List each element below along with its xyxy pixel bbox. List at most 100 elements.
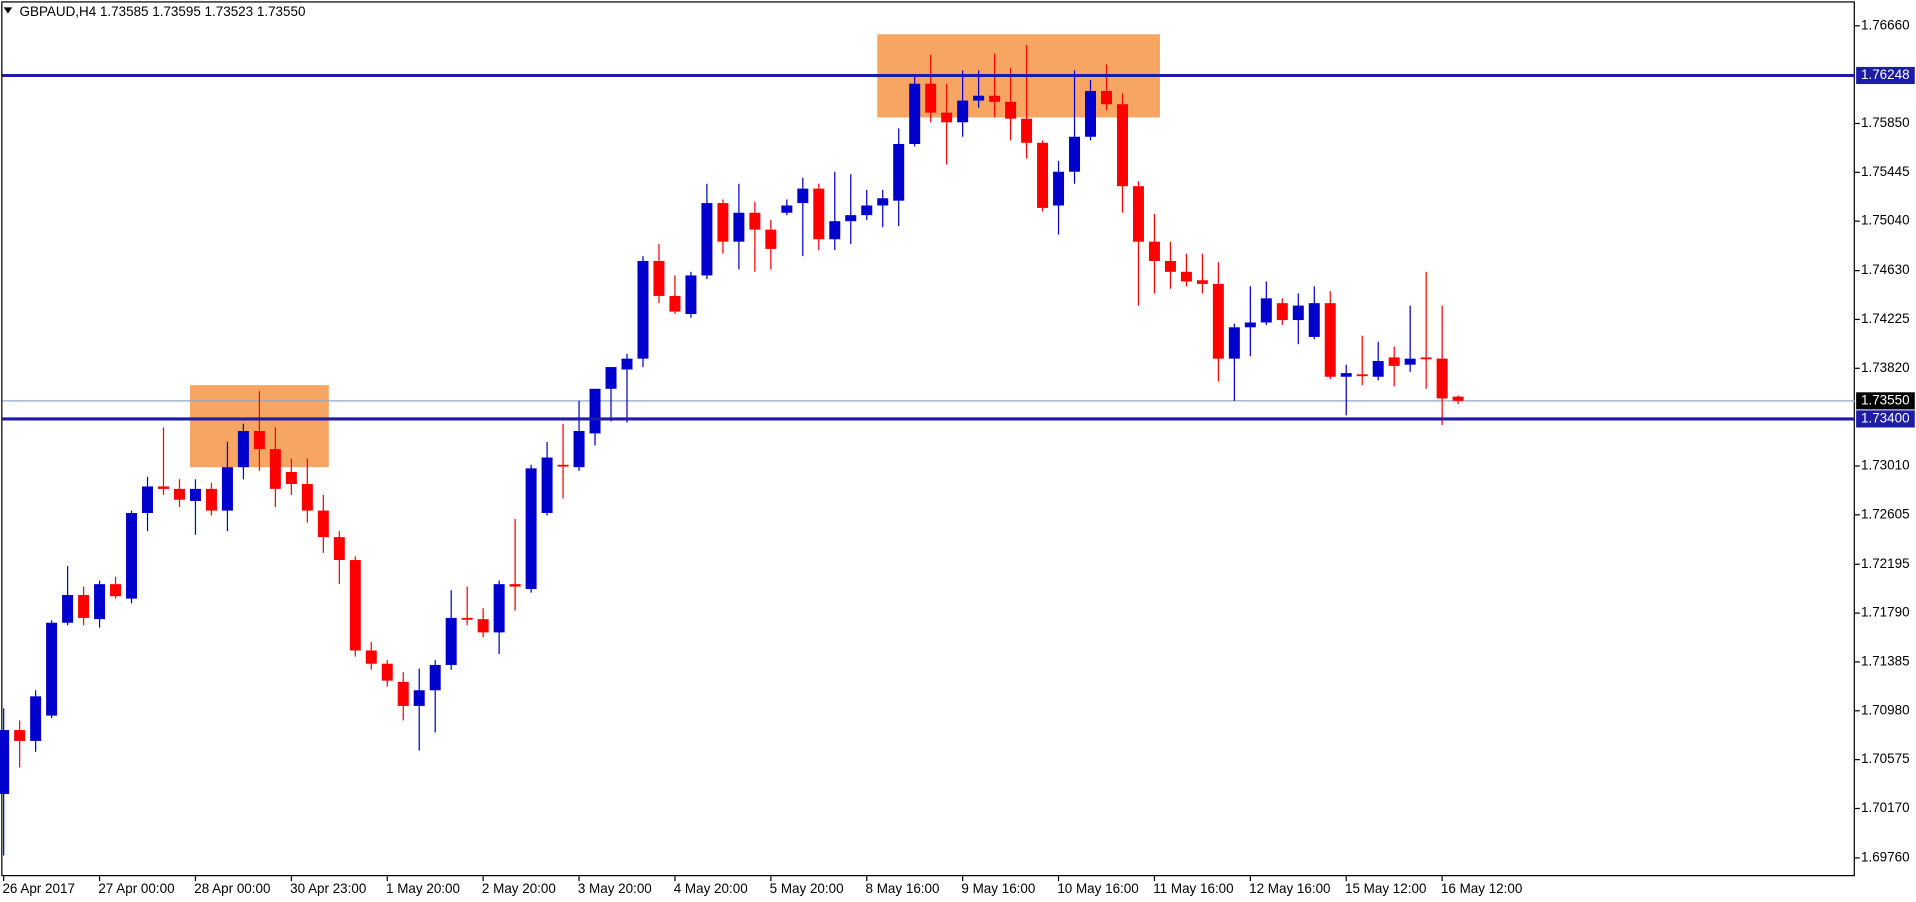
candle-body bbox=[621, 358, 633, 370]
candle-body bbox=[110, 584, 122, 597]
x-tick-label: 27 Apr 00:00 bbox=[98, 881, 174, 896]
y-tick-label: 1.75850 bbox=[1861, 115, 1910, 130]
candle-body bbox=[765, 229, 777, 249]
candle-body bbox=[1292, 305, 1304, 321]
candle-body bbox=[30, 696, 42, 741]
candle-body bbox=[1212, 283, 1224, 359]
candle-body bbox=[1037, 142, 1049, 208]
y-tick-label: 1.75445 bbox=[1861, 164, 1910, 179]
candle-body bbox=[0, 730, 10, 794]
y-tick-label: 1.72195 bbox=[1861, 556, 1910, 571]
candle-body bbox=[1404, 358, 1416, 365]
candle-body bbox=[477, 619, 489, 633]
y-tick-label: 1.71790 bbox=[1861, 605, 1910, 620]
candle-body bbox=[1116, 104, 1128, 187]
candle-body bbox=[717, 203, 729, 242]
candle-body bbox=[909, 83, 921, 144]
candle-body bbox=[429, 664, 441, 691]
x-tick-label: 12 May 16:00 bbox=[1249, 881, 1330, 896]
candle-body bbox=[557, 464, 569, 467]
candle-body bbox=[925, 83, 937, 113]
candle-body bbox=[1340, 373, 1352, 377]
candle-body bbox=[1148, 241, 1160, 261]
candle-body bbox=[525, 468, 537, 589]
candle-body bbox=[797, 188, 809, 204]
candle-body bbox=[573, 431, 585, 468]
candle-body bbox=[989, 95, 1001, 102]
candle-body bbox=[701, 203, 713, 276]
candle-body bbox=[461, 617, 473, 620]
candle-body bbox=[973, 95, 985, 101]
x-tick-label: 16 May 12:00 bbox=[1441, 881, 1522, 896]
candle-body bbox=[861, 205, 873, 216]
candle-body bbox=[1005, 101, 1017, 119]
candle-body bbox=[14, 730, 26, 741]
candle-body bbox=[1324, 303, 1336, 377]
y-tick-label: 1.70980 bbox=[1861, 702, 1910, 717]
candle-body bbox=[941, 112, 953, 123]
candle-body bbox=[1228, 327, 1240, 359]
candle-body bbox=[781, 205, 793, 213]
candle-body bbox=[509, 584, 521, 587]
candle-body bbox=[1356, 374, 1368, 377]
x-tick-label: 3 May 20:00 bbox=[578, 881, 652, 896]
candle-body bbox=[301, 484, 313, 511]
candle-body bbox=[1388, 357, 1400, 366]
candle-body bbox=[669, 295, 681, 312]
candle-body bbox=[173, 488, 185, 500]
candle-body bbox=[957, 100, 969, 123]
y-tick-label: 1.73010 bbox=[1861, 458, 1910, 473]
candle-body bbox=[1053, 171, 1065, 206]
candle-body bbox=[1436, 358, 1448, 399]
candle-body bbox=[189, 488, 201, 501]
candle-body bbox=[142, 486, 154, 514]
candle-body bbox=[285, 472, 297, 485]
y-tick-label: 1.72605 bbox=[1861, 506, 1910, 521]
candle-body bbox=[733, 212, 745, 242]
candle-body bbox=[1164, 260, 1176, 272]
candle-body bbox=[349, 560, 361, 651]
candle-body bbox=[749, 212, 761, 230]
x-tick-label: 4 May 20:00 bbox=[674, 881, 748, 896]
candle-body bbox=[1308, 303, 1320, 337]
candle-body bbox=[157, 486, 169, 489]
price-label: 1.76248 bbox=[1861, 67, 1910, 82]
y-tick-label: 1.70170 bbox=[1861, 800, 1910, 815]
candle-body bbox=[813, 188, 825, 240]
price-label: 1.73400 bbox=[1861, 410, 1910, 425]
candle-body bbox=[653, 260, 665, 296]
candle-body bbox=[237, 431, 249, 468]
y-tick-label: 1.74630 bbox=[1861, 262, 1910, 277]
candle-body bbox=[46, 622, 58, 716]
candle-body bbox=[413, 690, 425, 706]
candle-body bbox=[269, 449, 281, 489]
x-tick-label: 15 May 12:00 bbox=[1345, 881, 1426, 896]
x-tick-label: 10 May 16:00 bbox=[1057, 881, 1138, 896]
plot-border bbox=[1, 1, 1855, 877]
x-tick-label: 30 Apr 23:00 bbox=[290, 881, 366, 896]
menu-triangle[interactable] bbox=[3, 7, 13, 14]
candle-body bbox=[221, 467, 233, 511]
candle-body bbox=[397, 681, 409, 706]
y-tick-label: 1.74225 bbox=[1861, 311, 1910, 326]
candle-body bbox=[1244, 322, 1256, 328]
candle-body bbox=[1069, 136, 1081, 172]
candle-body bbox=[605, 367, 617, 389]
candle-body bbox=[877, 198, 889, 206]
candle-body bbox=[1196, 280, 1208, 284]
price-label-box bbox=[1856, 66, 1915, 85]
candle-body bbox=[845, 215, 857, 222]
candle-body bbox=[685, 275, 697, 315]
candle-body bbox=[1452, 396, 1464, 401]
current-price-box bbox=[1856, 392, 1915, 410]
candle-body bbox=[1276, 303, 1288, 321]
candle-body bbox=[1021, 118, 1033, 143]
y-tick-label: 1.70575 bbox=[1861, 751, 1910, 766]
candle-body bbox=[1372, 361, 1384, 377]
x-tick-label: 11 May 16:00 bbox=[1153, 881, 1233, 896]
current-price-label: 1.73550 bbox=[1861, 392, 1910, 407]
candle-body bbox=[333, 537, 345, 561]
candle-body bbox=[317, 510, 329, 538]
y-tick-label: 1.71385 bbox=[1861, 653, 1910, 668]
